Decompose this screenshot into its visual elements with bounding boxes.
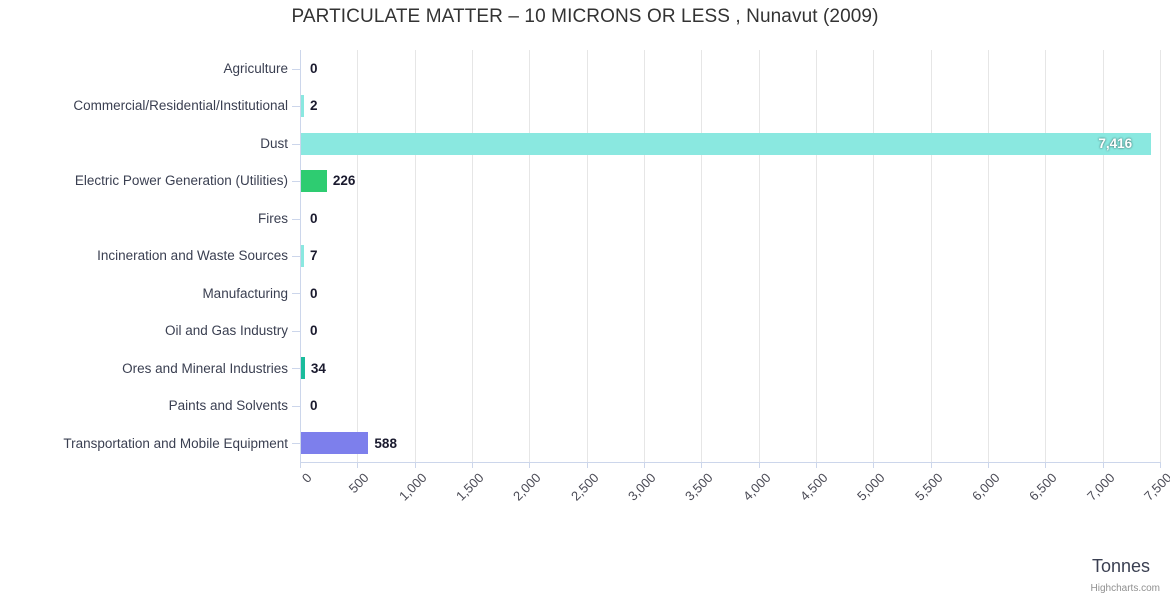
bar-value-label: 0 (310, 398, 318, 414)
x-axis-tick-mark (529, 462, 531, 468)
chart-category-row: Transportation and Mobile Equipment 588 (0, 425, 1170, 462)
chart-category-row: Oil and Gas Industry 0 (0, 312, 1170, 349)
bar[interactable] (301, 95, 304, 118)
category-label: Dust (260, 135, 288, 151)
x-axis-tick-mark (988, 462, 989, 468)
x-axis-tick-mark (586, 462, 588, 468)
gridline (873, 50, 875, 462)
gridline (644, 50, 645, 462)
x-axis-tick-mark (1045, 462, 1047, 468)
category-label: Agriculture (223, 61, 288, 76)
category-tick-mark (292, 106, 300, 108)
x-axis-line (300, 462, 1160, 463)
x-axis-tick-mark (1160, 462, 1161, 468)
x-axis-tick-mark (300, 462, 301, 468)
chart-category-row: Commercial/Residential/Institutional 2 (0, 87, 1170, 124)
bar[interactable] (301, 244, 304, 267)
highcharts-credits: Highcharts.com (1090, 583, 1160, 594)
category-tick-mark (292, 293, 300, 295)
gridline (357, 50, 359, 462)
x-axis-tick-mark (758, 462, 760, 468)
chart-category-row: Manufacturing 0 (0, 275, 1170, 312)
gridline (1045, 50, 1047, 462)
y-axis-line (300, 50, 301, 462)
x-axis-tick-mark (644, 462, 645, 468)
gridline (816, 50, 817, 462)
bar-value-label: 2 (310, 98, 318, 114)
gridline (472, 50, 473, 462)
gridline (930, 50, 932, 462)
category-label: Commercial/Residential/Institutional (73, 98, 288, 114)
bar[interactable] (301, 170, 327, 193)
gridline (1160, 50, 1161, 462)
category-label: Manufacturing (202, 285, 288, 301)
gridline (529, 50, 531, 462)
bar-value-label: 0 (310, 323, 318, 339)
bar[interactable] (301, 357, 305, 380)
gridline (1102, 50, 1104, 462)
category-label: Incineration and Waste Sources (97, 248, 288, 264)
x-axis-tick-mark (930, 462, 932, 468)
chart-title: PARTICULATE MATTER – 10 MICRONS OR LESS … (291, 6, 879, 27)
x-axis-tick-mark (472, 462, 473, 468)
chart-category-row: Fires 0 (0, 200, 1170, 237)
category-label: Transportation and Mobile Equipment (63, 435, 288, 451)
category-tick-mark (292, 218, 300, 220)
chart-category-row: Dust 7,416 (0, 125, 1170, 162)
bar-value-label: 7,416 (1098, 135, 1133, 151)
category-label: Oil and Gas Industry (164, 323, 288, 339)
chart-category-row: Incineration and Waste Sources 7 (0, 237, 1170, 274)
plot-area (300, 50, 1161, 462)
category-label: Electric Power Generation (Utilities) (74, 173, 288, 189)
chart-category-row: Agriculture 0 (0, 50, 1170, 87)
category-tick-mark (292, 143, 300, 145)
x-axis-tick-mark (414, 462, 416, 468)
gridline (758, 50, 760, 462)
bar-value-label: 0 (310, 61, 318, 76)
category-tick-mark (292, 68, 300, 70)
bar[interactable] (301, 432, 369, 455)
bar-value-label: 0 (310, 210, 318, 226)
category-label: Fires (258, 210, 288, 226)
bar[interactable] (301, 132, 1152, 155)
x-axis-tick-mark (873, 462, 875, 468)
x-axis-tick-mark (701, 462, 703, 468)
category-tick-mark (292, 405, 300, 407)
bar-value-label: 0 (310, 285, 318, 301)
chart-category-row: Paints and Solvents 0 (0, 387, 1170, 424)
x-axis-tick-mark (816, 462, 817, 468)
x-axis-tick-mark (1102, 462, 1104, 468)
x-axis-title: Tonnes (1091, 556, 1150, 576)
category-tick-mark (292, 443, 300, 445)
bar-value-label: 7 (310, 248, 318, 264)
gridline (988, 50, 989, 462)
chart-category-row: Electric Power Generation (Utilities) 226 (0, 162, 1170, 199)
bar-value-label: 34 (310, 360, 326, 376)
category-tick-mark (292, 368, 300, 370)
gridline (414, 50, 416, 462)
category-label: Ores and Mineral Industries (122, 360, 288, 376)
bar-value-label: 588 (374, 435, 397, 451)
chart-category-row: Ores and Mineral Industries 34 (0, 350, 1170, 387)
gridline (701, 50, 703, 462)
category-tick-mark (292, 181, 300, 183)
category-tick-mark (292, 255, 300, 257)
bar-value-label: 226 (332, 173, 356, 189)
category-tick-mark (292, 330, 300, 332)
category-label: Paints and Solvents (168, 398, 288, 414)
x-axis-tick-mark (357, 462, 359, 468)
gridline (586, 50, 588, 462)
